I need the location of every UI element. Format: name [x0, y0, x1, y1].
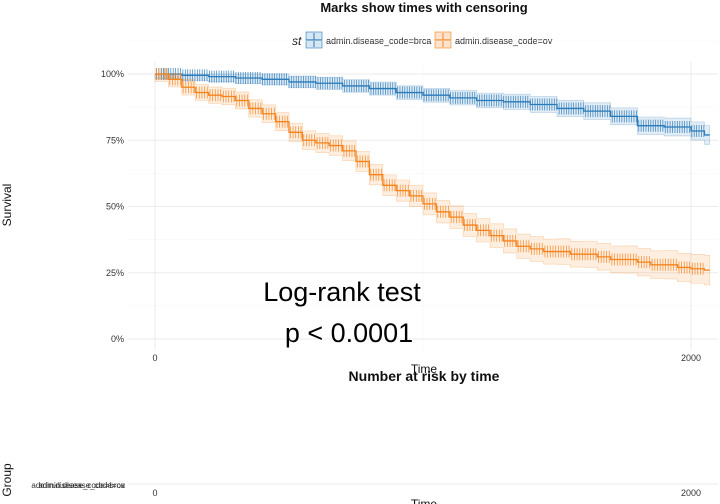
survival-chart: Marks show times with censoring st admin.d…	[0, 0, 718, 376]
y-tick-label: 0%	[111, 334, 124, 344]
risk-x-tick-label: 0	[152, 488, 157, 498]
risk-table-title: Number at risk by time	[349, 368, 500, 384]
risk-row-label: admin.disease_code=brca	[31, 481, 125, 490]
legend-key-ov: admin.disease_code=ov	[434, 31, 553, 49]
confidence-band	[154, 73, 711, 145]
series-ov	[154, 68, 711, 286]
legend-key-brca: admin.disease_code=brca	[305, 31, 431, 49]
y-tick-label: 25%	[106, 268, 124, 278]
x-tick-label: 2000	[681, 353, 701, 363]
confidence-band	[154, 73, 711, 286]
risk-x-axis-label: Time	[411, 497, 438, 504]
survival-line	[155, 73, 710, 271]
x-tick-label: 0	[152, 353, 157, 363]
risk-x-tick-label: 2000	[681, 488, 701, 498]
annotation-line-2: p < 0.0001	[285, 318, 413, 348]
y-tick-label: 50%	[106, 202, 124, 212]
risk-y-axis-label: Group	[0, 463, 14, 497]
chart-title: Marks show times with censoring	[320, 0, 527, 15]
legend: st admin.disease_code=brca admin.disease_c…	[292, 31, 553, 49]
risk-row-label: admin.disease_code=ov	[38, 481, 125, 490]
y-tick-label: 75%	[106, 135, 124, 145]
risk-table: Number at risk by time admin.disease_code…	[0, 368, 718, 504]
series-brca	[154, 68, 711, 145]
y-tick-label: 100%	[101, 69, 124, 79]
annotation-line-1: Log-rank test	[263, 277, 421, 307]
grid	[128, 40, 718, 350]
y-axis-label: Survival	[0, 184, 14, 227]
x-axis-label: Time	[411, 362, 438, 376]
